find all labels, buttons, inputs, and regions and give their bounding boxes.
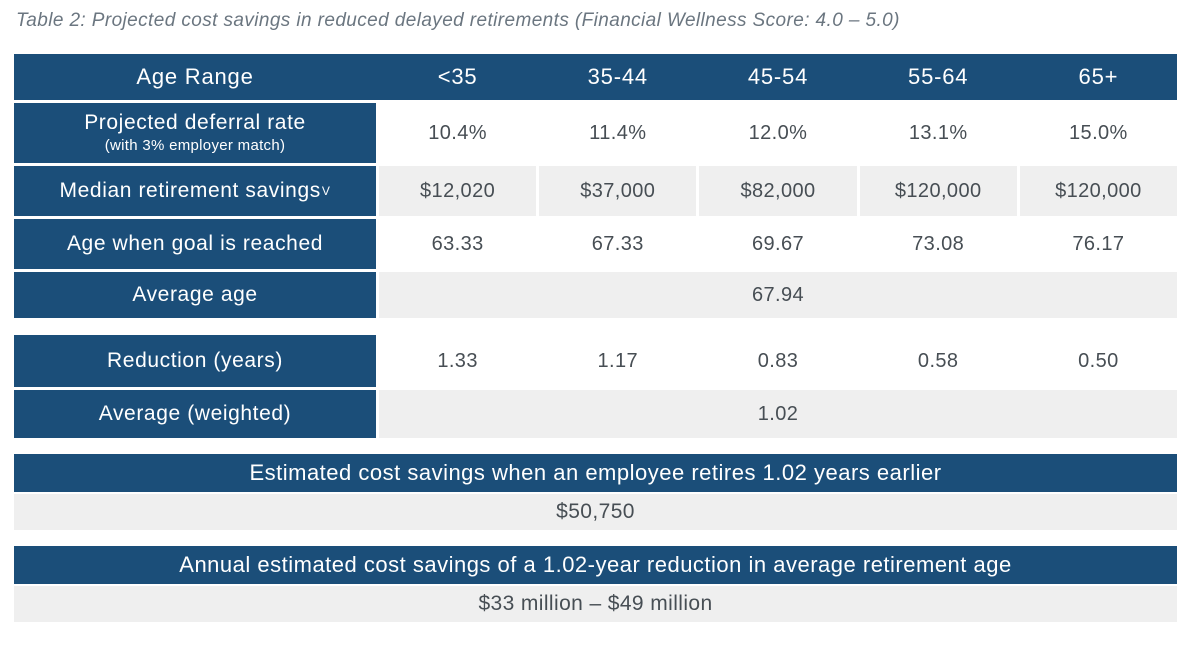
data-cell: 13.1% xyxy=(859,103,1017,163)
col-header-under-35: <35 xyxy=(437,64,478,90)
data-cell: 69.67 xyxy=(699,219,857,269)
age-range-header: Age Range xyxy=(14,54,376,100)
summary-value: $33 million – $49 million xyxy=(14,586,1177,622)
reduction-table: Reduction (years) 1.33 1.17 0.83 0.58 0.… xyxy=(14,335,1177,438)
row-average-weighted: Average (weighted) 1.02 xyxy=(14,390,1177,438)
data-cell: 1.33 xyxy=(379,335,537,387)
summary-heading: Estimated cost savings when an employee … xyxy=(14,454,1177,492)
row-goal-age: Age when goal is reached 63.33 67.33 69.… xyxy=(14,219,1177,269)
row-label-deferral-rate: Projected deferral rate (with 3% employe… xyxy=(14,103,376,163)
row-average-age: Average age 67.94 xyxy=(14,272,1177,318)
data-cell: $120,000 xyxy=(859,166,1017,216)
data-cell: 73.08 xyxy=(859,219,1017,269)
table-caption: Table 2: Projected cost savings in reduc… xyxy=(16,10,900,31)
data-cell: 12.0% xyxy=(699,103,857,163)
data-cell: 15.0% xyxy=(1019,103,1177,163)
row-label-median-savings: Median retirement savings V xyxy=(14,166,376,216)
data-cell: 67.33 xyxy=(539,219,697,269)
col-header-45-54: 45-54 xyxy=(747,64,809,90)
main-table: Age Range <35 35-44 45-54 55-64 65+ Proj… xyxy=(14,54,1177,318)
data-cell: 0.58 xyxy=(859,335,1017,387)
merged-value-cell: 1.02 xyxy=(379,390,1177,438)
col-header-65-plus: 65+ xyxy=(1078,64,1119,90)
data-cell: $82,000 xyxy=(699,166,857,216)
col-header-55-64: 55-64 xyxy=(908,64,969,90)
summary-cost-savings: Estimated cost savings when an employee … xyxy=(14,454,1177,530)
summary-value: $50,750 xyxy=(14,494,1177,530)
header-row: Age Range <35 35-44 45-54 55-64 65+ xyxy=(14,54,1177,100)
data-cell: 63.33 xyxy=(379,219,537,269)
row-label-reduction-years: Reduction (years) xyxy=(14,335,376,387)
data-cell: 1.17 xyxy=(539,335,697,387)
merged-value-cell: 67.94 xyxy=(379,272,1177,318)
row-sublabel-text: (with 3% employer match) xyxy=(104,137,286,155)
row-label-average-age: Average age xyxy=(14,272,376,318)
data-cell: 0.50 xyxy=(1019,335,1177,387)
row-label-text: Median retirement savings xyxy=(59,178,321,202)
data-cell: 0.83 xyxy=(699,335,857,387)
row-label-text: Projected deferral rate xyxy=(84,111,306,135)
data-cell: $120,000 xyxy=(1019,166,1177,216)
row-label-average-weighted: Average (weighted) xyxy=(14,390,376,438)
data-cell: $12,020 xyxy=(379,166,537,216)
col-header-35-44: 35-44 xyxy=(587,64,648,90)
row-median-savings: Median retirement savings V $12,020 $37,0… xyxy=(14,166,1177,216)
data-cell: 11.4% xyxy=(539,103,697,163)
data-cell: 76.17 xyxy=(1019,219,1177,269)
row-label-goal-age: Age when goal is reached xyxy=(14,219,376,269)
data-cell: 10.4% xyxy=(379,103,537,163)
row-deferral-rate: Projected deferral rate (with 3% employe… xyxy=(14,103,1177,163)
summary-annual-cost-savings: Annual estimated cost savings of a 1.02-… xyxy=(14,546,1177,622)
summary-heading: Annual estimated cost savings of a 1.02-… xyxy=(14,546,1177,584)
row-reduction-years: Reduction (years) 1.33 1.17 0.83 0.58 0.… xyxy=(14,335,1177,387)
data-cell: $37,000 xyxy=(539,166,697,216)
